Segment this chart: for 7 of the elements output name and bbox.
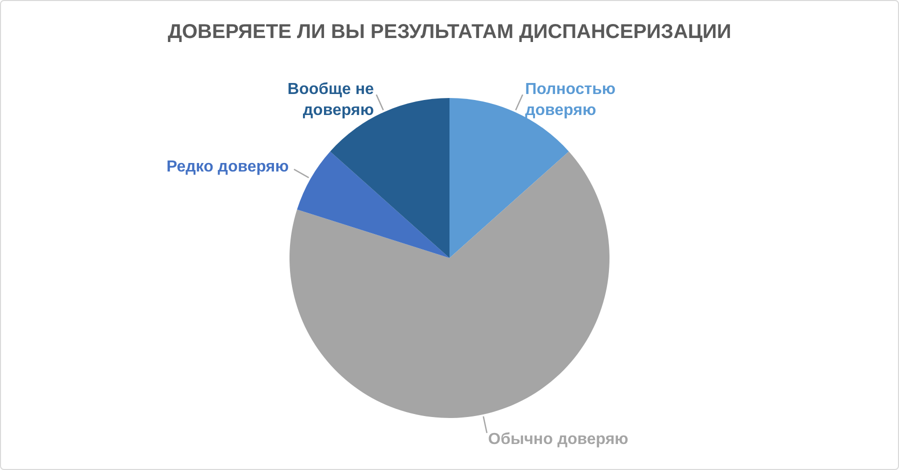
slice-label: Обычно доверяю [488,430,629,448]
slice-label: Вообще не доверяю [288,81,374,120]
chart-title: ДОВЕРЯЕТЕ ЛИ ВЫ РЕЗУЛЬТАТАМ ДИСПАНСЕРИЗАЦИИ [168,21,732,43]
pie-slice [297,151,450,258]
slice-label: Полностью доверяю [525,81,616,120]
pie-slice [290,151,610,418]
slice-label: Редко доверяю [166,158,290,176]
